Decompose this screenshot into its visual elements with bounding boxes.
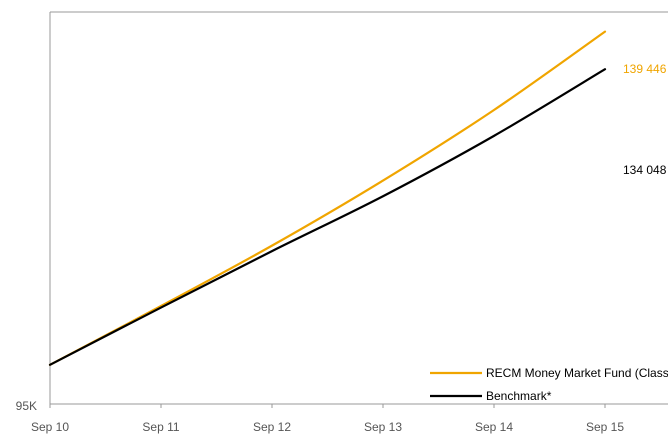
x-tick-label: Sep 12 bbox=[253, 420, 291, 434]
x-axis: Sep 10 Sep 11 Sep 12 Sep 13 Sep 14 Sep 15 bbox=[31, 404, 624, 434]
plot-frame bbox=[49, 11, 668, 405]
end-label-fund: 139 446 bbox=[623, 62, 667, 76]
x-tick-label: Sep 14 bbox=[475, 420, 513, 434]
end-label-benchmark: 134 048 bbox=[623, 163, 667, 177]
legend-label-fund: RECM Money Market Fund (Class A) bbox=[486, 366, 668, 380]
x-tick-label: Sep 10 bbox=[31, 420, 69, 434]
x-tick-label: Sep 15 bbox=[586, 420, 624, 434]
series-line-fund bbox=[48, 30, 607, 366]
legend-label-benchmark: Benchmark* bbox=[486, 389, 552, 403]
series-group bbox=[48, 30, 607, 366]
series-line-benchmark bbox=[48, 68, 607, 366]
legend: RECM Money Market Fund (Class A) Benchmar… bbox=[430, 366, 668, 403]
y-tick-label: 95K bbox=[16, 399, 37, 413]
x-tick-label: Sep 11 bbox=[142, 420, 179, 434]
y-axis: 95K bbox=[16, 399, 37, 413]
end-labels: 139 446 134 048 bbox=[623, 62, 667, 177]
x-tick-label: Sep 13 bbox=[364, 420, 402, 434]
